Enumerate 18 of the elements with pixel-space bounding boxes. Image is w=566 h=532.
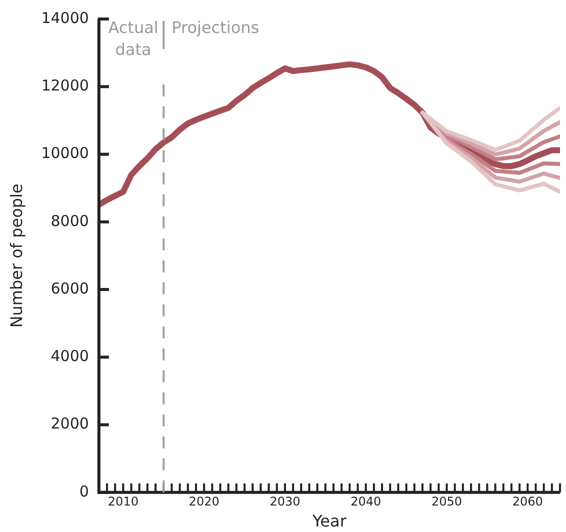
- y-tick-label: 10000: [41, 144, 89, 162]
- y-tick-label: 8000: [50, 212, 89, 230]
- y-tick-label: 12000: [41, 76, 89, 95]
- y-tick-label: 2000: [50, 414, 89, 433]
- y-tick-label: 6000: [50, 279, 89, 298]
- x-tick-label: 2050: [431, 494, 462, 509]
- y-tick-label: 0: [79, 482, 89, 500]
- x-tick-label: 2020: [188, 494, 220, 509]
- x-tick-label: 2040: [350, 494, 382, 509]
- y-tick-label: 14000: [41, 8, 89, 27]
- x-tick-label: 2060: [512, 494, 543, 509]
- x-axis-title: Year: [312, 512, 347, 531]
- annotation: Projections: [172, 18, 260, 38]
- annotation: Actual data: [108, 18, 158, 60]
- x-tick-label: 2030: [270, 494, 300, 509]
- x-tick-label: 2010: [108, 494, 138, 509]
- y-axis-title: Number of people: [6, 184, 26, 328]
- y-tick-label: 4000: [50, 347, 89, 366]
